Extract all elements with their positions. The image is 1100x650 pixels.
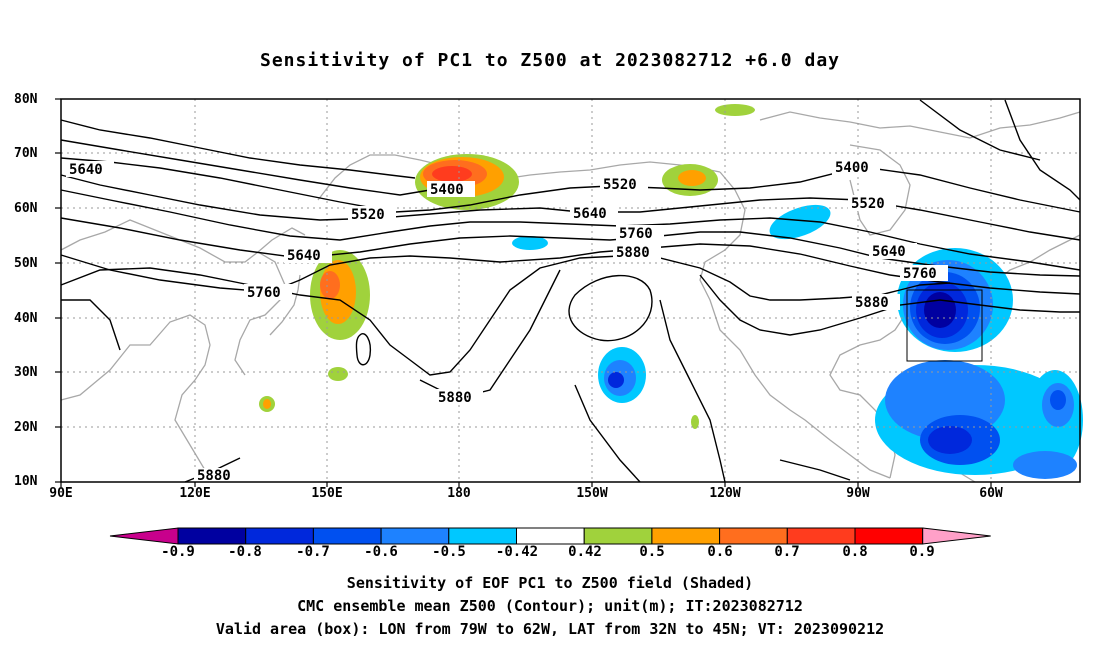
lon-label: 180 xyxy=(447,486,471,501)
colorbar-label: 0.7 xyxy=(774,544,800,560)
lat-label: 30N xyxy=(14,365,38,380)
colorbar-label: -0.6 xyxy=(364,544,398,560)
colorbar-label: -0.9 xyxy=(161,544,195,560)
contour-label: 5400 xyxy=(430,182,464,198)
footer-line-2: CMC ensemble mean Z500 (Contour); unit(m… xyxy=(297,597,803,615)
contour-label: 5640 xyxy=(573,206,607,222)
contour-label: 5640 xyxy=(287,248,321,264)
colorbar-label: -0.42 xyxy=(495,544,539,560)
colorbar-label: -0.8 xyxy=(228,544,262,560)
contour-labels: 5640 5400 5520 5640 5760 5880 5400 5520 … xyxy=(66,159,948,484)
colorbar-label: 0.9 xyxy=(909,544,935,560)
contour-label: 5880 xyxy=(855,295,889,311)
lon-label: 150W xyxy=(576,486,608,501)
colorbar-swatch xyxy=(109,527,179,545)
lat-label: 50N xyxy=(14,256,38,271)
axis-ticks xyxy=(55,98,992,487)
contour-label: 5880 xyxy=(197,468,231,484)
contour-label: 5880 xyxy=(616,245,650,261)
footer-line-1: Sensitivity of EOF PC1 to Z500 field (Sh… xyxy=(346,574,754,592)
chart-title: Sensitivity of PC1 to Z500 at 2023082712… xyxy=(259,50,840,71)
contour-label: 5760 xyxy=(247,285,281,301)
colorbar-swatch xyxy=(854,527,924,545)
contour-label: 5640 xyxy=(69,162,103,178)
map-frame xyxy=(60,98,1081,483)
lon-label: 120W xyxy=(709,486,741,501)
colorbar-swatch xyxy=(651,527,721,545)
contour-label: 5760 xyxy=(619,226,653,242)
lon-label: 150E xyxy=(311,486,343,501)
colorbar-swatch xyxy=(786,527,856,545)
coastlines xyxy=(60,111,1081,483)
colorbar-label: 0.5 xyxy=(639,544,665,560)
colorbar-label: -0.7 xyxy=(296,544,330,560)
contour-label: 5520 xyxy=(851,196,885,212)
contour-label: 5760 xyxy=(903,266,937,282)
colorbar-swatch xyxy=(922,527,991,545)
colorbar-swatch xyxy=(516,527,585,545)
lat-label: 70N xyxy=(14,146,38,161)
footer-line-3: Valid area (box): LON from 79W to 62W, L… xyxy=(215,620,885,638)
lat-label: 60N xyxy=(14,201,38,216)
colorbar-swatch xyxy=(312,527,382,545)
colorbar-swatch xyxy=(719,527,788,545)
colorbar xyxy=(109,527,991,545)
colorbar-swatch xyxy=(380,527,450,545)
contour-label: 5400 xyxy=(835,160,869,176)
contour-label: 5520 xyxy=(351,207,385,223)
shaded-sensitivity xyxy=(259,104,1083,479)
lat-label: 40N xyxy=(14,311,38,326)
lon-label: 90E xyxy=(49,486,73,501)
colorbar-swatch xyxy=(448,527,517,545)
contour-label: 5880 xyxy=(438,390,472,406)
lat-label: 20N xyxy=(14,420,38,435)
lon-label: 120E xyxy=(179,486,211,501)
colorbar-swatch xyxy=(583,527,653,545)
colorbar-label: 0.8 xyxy=(842,544,868,560)
lon-label: 90W xyxy=(846,486,870,501)
lon-label: 60W xyxy=(979,486,1003,501)
lat-label: 10N xyxy=(14,474,38,489)
colorbar-label: 0.6 xyxy=(707,544,733,560)
colorbar-label: 0.42 xyxy=(568,544,602,560)
valid-area-box xyxy=(906,289,983,362)
lat-label: 80N xyxy=(14,92,38,107)
grid-lines xyxy=(61,99,1080,482)
colorbar-label: -0.5 xyxy=(432,544,466,560)
colorbar-swatch xyxy=(177,527,247,545)
contour-label: 5640 xyxy=(872,244,906,260)
colorbar-swatch xyxy=(245,527,314,545)
contour-label: 5520 xyxy=(603,177,637,193)
